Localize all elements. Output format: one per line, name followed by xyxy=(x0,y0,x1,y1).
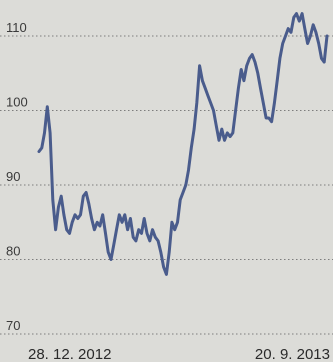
series-line-0 xyxy=(37,12,329,276)
y-tick-labels: 70 80 90 100 110 xyxy=(6,20,28,333)
y-tick-label-90: 90 xyxy=(6,169,20,184)
grid-layer xyxy=(0,35,333,335)
y-tick-label-110: 110 xyxy=(6,20,27,35)
y-tick-label-80: 80 xyxy=(6,244,20,259)
x-tick-labels: 28. 12. 2012 20. 9. 2013 xyxy=(28,346,330,362)
y-tick-label-70: 70 xyxy=(6,318,20,333)
x-tick-label-start: 28. 12. 2012 xyxy=(28,346,111,362)
series-layer xyxy=(37,12,329,276)
y-tick-label-100: 100 xyxy=(6,95,28,110)
x-tick-label-end: 20. 9. 2013 xyxy=(255,346,330,362)
